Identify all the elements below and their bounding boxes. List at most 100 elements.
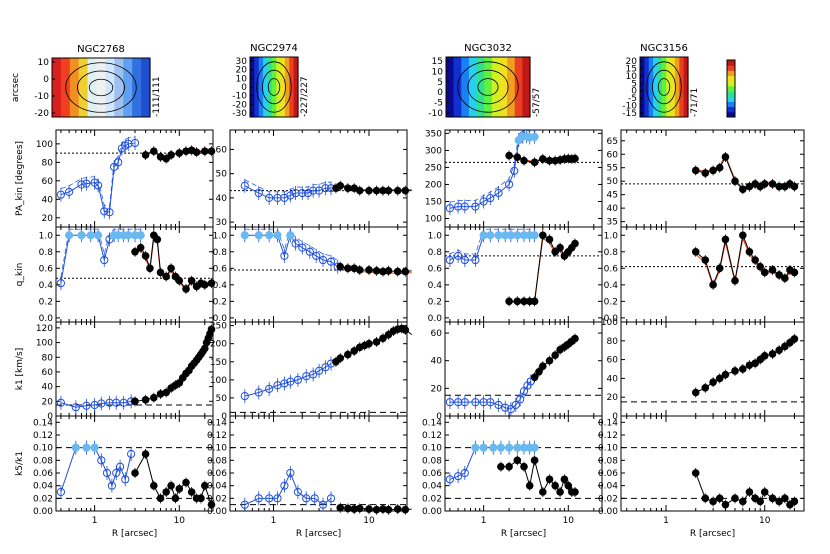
black-data-point	[344, 184, 352, 192]
map-color-band	[263, 57, 269, 117]
black-data-point	[167, 264, 175, 273]
black-data-point	[393, 505, 402, 513]
black-data-point	[131, 247, 139, 256]
map-ytick: -20	[232, 100, 247, 110]
black-data-point	[200, 481, 209, 490]
black-data-point	[505, 151, 513, 160]
black-data-point	[691, 469, 700, 477]
map-ytick: 0	[437, 88, 443, 98]
map-color-band	[96, 58, 107, 117]
panel-ngc2768-k5	[55, 415, 216, 512]
black-data-point	[141, 151, 150, 159]
black-data-point	[520, 462, 528, 471]
xtick-label: 1	[481, 516, 487, 526]
colorbar-step	[727, 96, 735, 102]
xtick-label: 10	[759, 516, 771, 526]
blue-data-point	[82, 179, 91, 188]
xtick-label: 1	[271, 516, 277, 526]
black-data-point	[539, 155, 547, 163]
blue-data-point	[105, 208, 114, 217]
black-data-point	[721, 153, 730, 161]
black-data-point	[150, 147, 158, 156]
map-color-band	[78, 58, 89, 117]
ytick-label: 0.04	[33, 482, 53, 492]
ytick-label: 60	[216, 145, 228, 155]
blue-data-point	[471, 443, 480, 452]
blue-data-point	[302, 494, 311, 503]
black-data-point	[175, 485, 184, 493]
black-data-point	[365, 339, 373, 348]
map-ytick: -5	[628, 94, 637, 104]
blue-data-point	[286, 231, 295, 240]
blue-data-point	[460, 398, 469, 407]
blue-data-point	[505, 443, 514, 452]
blue-data-point	[65, 231, 74, 240]
black-data-point	[401, 267, 410, 276]
map-color-band	[87, 58, 98, 117]
blue-data-point	[265, 384, 274, 393]
black-data-point	[731, 177, 739, 185]
blue-data-point	[110, 162, 119, 172]
black-data-point	[768, 180, 777, 188]
isophote-contour	[477, 78, 499, 96]
blue-data-point	[530, 231, 539, 240]
ytick-label: 50	[607, 177, 619, 187]
blue-data-point	[486, 193, 495, 203]
photometry-line	[509, 237, 576, 303]
black-data-point	[745, 488, 754, 496]
blue-data-point	[56, 279, 66, 288]
blue-data-point	[71, 443, 80, 452]
black-data-point	[790, 497, 799, 506]
ytick-label: 120	[36, 324, 53, 334]
colorbar-step	[727, 70, 735, 77]
isophote-contour	[262, 69, 286, 105]
blue-data-point	[505, 180, 514, 189]
blue-data-point	[56, 190, 66, 199]
ytick-label: 100	[210, 376, 227, 386]
map-ytick: 20	[626, 57, 638, 67]
ytick-label: 60	[42, 177, 54, 187]
velocity-map-ngc2974	[249, 56, 299, 118]
ytick-label: 20	[42, 397, 54, 407]
blue-series-line	[244, 363, 332, 397]
map-color-band	[280, 57, 286, 117]
blue-data-point	[530, 443, 539, 452]
map-ytick: 10	[626, 72, 638, 82]
blue-data-point	[312, 251, 321, 261]
black-data-point	[556, 243, 564, 252]
black-data-point	[520, 156, 528, 165]
ytick-label: 250	[425, 163, 442, 173]
blue-data-point	[116, 462, 125, 471]
black-data-point	[551, 351, 559, 359]
black-data-point	[505, 297, 513, 306]
black-data-point	[539, 488, 547, 496]
blue-data-point	[291, 239, 300, 248]
ytick-label: 0.00	[598, 507, 618, 517]
black-data-point	[384, 266, 393, 275]
black-data-point	[709, 166, 717, 175]
black-data-point	[721, 235, 730, 244]
ytick-label: 0.4	[604, 281, 619, 291]
blue-data-point	[105, 235, 114, 244]
panel-frame	[620, 415, 805, 512]
blue-data-point	[486, 231, 495, 240]
black-data-point	[372, 266, 381, 275]
map-ytick: 10	[236, 74, 248, 84]
blue-data-point	[280, 251, 289, 261]
blue-data-point	[479, 443, 488, 452]
ytick-label: 100	[36, 339, 53, 349]
ytick-label: 0.8	[39, 248, 54, 258]
map-color-band	[289, 57, 295, 117]
blue-data-point	[513, 443, 522, 452]
blue-data-point	[479, 231, 488, 240]
map-title: NGC2768	[77, 44, 125, 55]
blue-data-point	[494, 400, 503, 410]
colorbar-step	[727, 111, 735, 118]
colorbar-step	[727, 65, 735, 71]
colorbar	[726, 59, 736, 118]
blue-data-point	[496, 443, 505, 452]
ytick-label: 0.12	[207, 431, 227, 441]
ytick-label: 100	[601, 318, 618, 328]
colorbar-step	[727, 80, 735, 87]
ytick-label: 80	[42, 158, 54, 168]
